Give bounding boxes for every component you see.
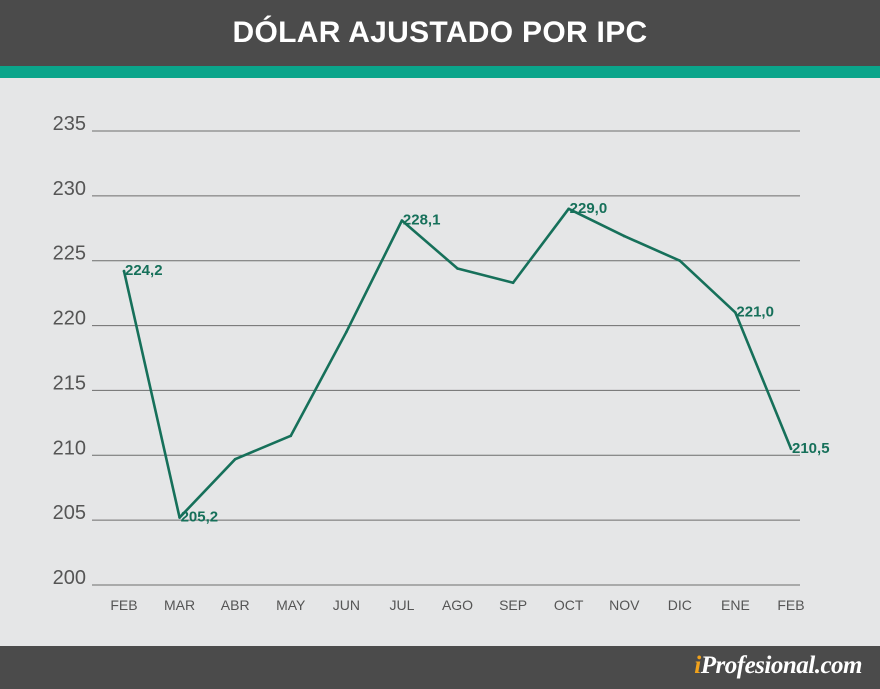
data-point bbox=[400, 219, 404, 222]
data-point bbox=[567, 207, 570, 211]
x-tick-label: ABR bbox=[221, 597, 250, 613]
brand-logo-prefix: i bbox=[694, 652, 701, 679]
data-point bbox=[345, 330, 348, 334]
data-label: 229,0 bbox=[570, 200, 608, 217]
data-point bbox=[678, 259, 682, 263]
y-tick-label: 230 bbox=[53, 178, 86, 200]
x-tick-label: ENE bbox=[721, 597, 750, 613]
y-tick-label: 210 bbox=[53, 437, 86, 459]
chart-area: 200 205 210 215 220 225 230 235 FEB MAR ABR MAY JUN J… bbox=[0, 78, 880, 646]
x-tick-label: AGO bbox=[442, 597, 473, 613]
line-chart: 200 205 210 215 220 225 230 235 FEB MAR ABR MAY JUN J… bbox=[53, 113, 830, 613]
accent-stripe bbox=[0, 66, 880, 78]
header-bar: DÓLAR AJUSTADO POR IPC bbox=[0, 0, 880, 66]
y-tick-label: 225 bbox=[53, 243, 86, 265]
data-label: 205,2 bbox=[181, 509, 219, 526]
x-tick-label: DIC bbox=[668, 597, 692, 613]
data-point bbox=[511, 281, 515, 285]
footer-bar: iProfesional.com bbox=[0, 646, 880, 689]
x-tick-label: NOV bbox=[609, 597, 640, 613]
y-tick-label: 235 bbox=[53, 113, 86, 135]
x-tick-label: FEB bbox=[777, 597, 804, 613]
chart-title: DÓLAR AJUSTADO POR IPC bbox=[232, 16, 648, 49]
brand-logo-text: Profesional.com bbox=[700, 652, 863, 679]
series-line bbox=[122, 207, 793, 519]
data-label: 221,0 bbox=[736, 304, 774, 321]
x-tick-label: JUN bbox=[333, 597, 360, 613]
data-point bbox=[178, 516, 181, 519]
x-tick-label: JUL bbox=[389, 597, 414, 613]
y-tick-label: 215 bbox=[53, 372, 86, 394]
y-tick-label: 200 bbox=[53, 567, 86, 589]
data-point bbox=[789, 447, 793, 451]
data-point bbox=[734, 311, 737, 314]
x-tick-label: MAR bbox=[164, 597, 195, 613]
data-point bbox=[122, 269, 126, 273]
data-point bbox=[456, 267, 459, 270]
x-tick-label: MAY bbox=[276, 597, 306, 613]
brand-logo: iProfesional.com bbox=[694, 652, 862, 680]
x-tick-label: OCT bbox=[554, 597, 584, 613]
x-tick-label: SEP bbox=[499, 597, 527, 613]
data-point bbox=[233, 457, 237, 461]
x-tick-label: FEB bbox=[110, 597, 137, 613]
data-label: 210,5 bbox=[792, 440, 830, 457]
y-tick-label: 205 bbox=[53, 502, 86, 524]
data-label: 224,2 bbox=[125, 262, 163, 279]
data-point bbox=[622, 234, 626, 238]
data-point bbox=[289, 434, 293, 438]
y-tick-label: 220 bbox=[53, 308, 86, 330]
data-label: 228,1 bbox=[403, 212, 441, 229]
